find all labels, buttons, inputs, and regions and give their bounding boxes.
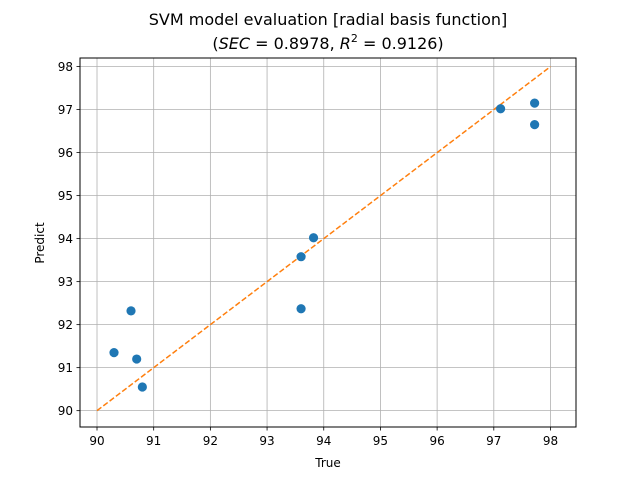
subtitle-sec-value: = 0.8978,	[250, 34, 340, 53]
x-tick-label: 94	[316, 434, 331, 448]
chart-subtitle: (SEC = 0.8978, R2 = 0.9126)	[212, 32, 443, 53]
y-tick-label: 90	[58, 404, 73, 418]
x-tick-label: 96	[429, 434, 444, 448]
y-tick-label: 98	[58, 60, 73, 74]
data-point	[137, 382, 147, 392]
subtitle-r-var: R	[340, 34, 351, 53]
reference-line	[96, 66, 551, 412]
x-tick-label: 92	[203, 434, 218, 448]
x-tick-label: 95	[373, 434, 388, 448]
x-axis-ticks: 90 91 92 93 94 95 96 97 98	[89, 427, 558, 448]
data-point	[308, 233, 319, 243]
y-axis-ticks: 90 91 92 93 94 95 96 97 98	[58, 60, 80, 418]
y-tick-label: 91	[58, 361, 73, 375]
subtitle-r-superscript: 2	[351, 32, 358, 45]
x-tick-label: 93	[259, 434, 274, 448]
x-tick-label: 91	[146, 434, 161, 448]
data-point	[530, 98, 540, 108]
data-point	[496, 104, 506, 114]
subtitle-r-value: = 0.9126)	[358, 34, 444, 53]
x-tick-label: 98	[543, 434, 558, 448]
y-tick-label: 94	[58, 232, 73, 246]
x-tick-label: 90	[89, 434, 104, 448]
y-tick-label: 97	[58, 103, 73, 117]
y-tick-label: 92	[58, 318, 73, 332]
x-tick-label: 97	[486, 434, 501, 448]
grid-lines	[80, 58, 576, 427]
y-tick-label: 93	[58, 275, 73, 289]
plot-frame	[79, 57, 577, 428]
y-tick-label: 95	[58, 189, 73, 203]
subtitle-prefix: (	[212, 34, 218, 53]
subtitle-sec-var: SEC	[219, 34, 251, 53]
y-axis-label: Predict	[33, 222, 47, 264]
data-point	[296, 252, 306, 262]
data-series	[96, 66, 551, 412]
x-axis-label: True	[314, 456, 341, 470]
y-tick-label: 96	[58, 146, 73, 160]
data-point	[126, 306, 136, 316]
data-point	[109, 347, 119, 358]
chart-title: SVM model evaluation [radial basis funct…	[149, 10, 507, 29]
data-point	[132, 354, 142, 364]
data-point	[530, 120, 540, 130]
data-point	[296, 304, 306, 314]
